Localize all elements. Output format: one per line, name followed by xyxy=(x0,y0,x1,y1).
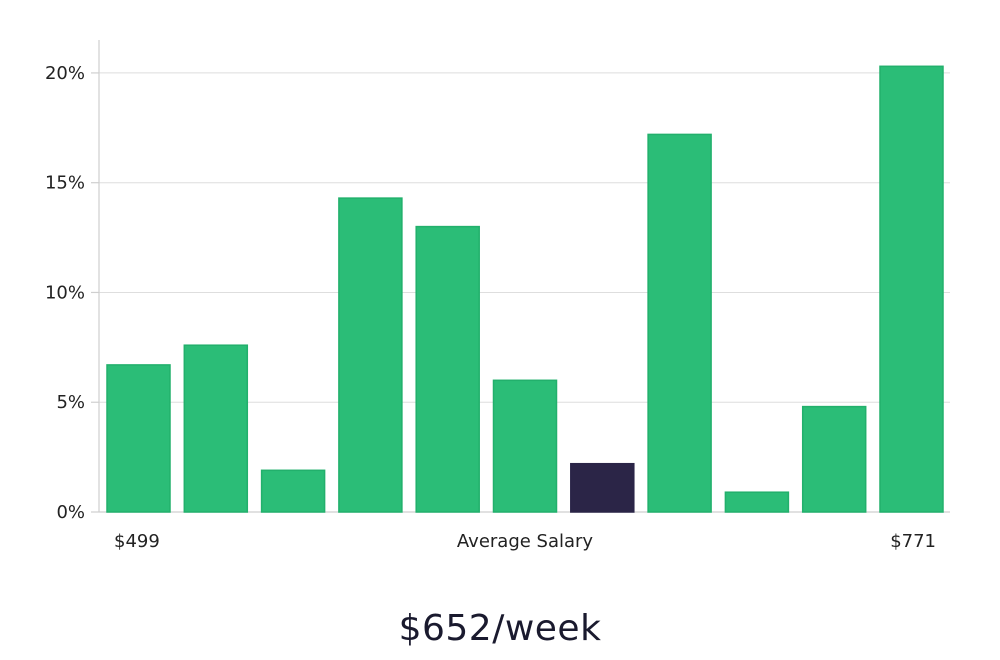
bar xyxy=(492,379,558,513)
bar xyxy=(801,405,867,513)
x-label-max: $771 xyxy=(890,531,936,552)
bar xyxy=(879,65,944,513)
bar xyxy=(415,225,480,513)
bar xyxy=(106,364,171,513)
y-tick-label: 20% xyxy=(45,63,85,84)
bar xyxy=(724,491,790,513)
bar xyxy=(260,469,326,513)
y-tick-label: 10% xyxy=(45,282,85,303)
bar xyxy=(647,133,712,513)
bars xyxy=(106,65,944,513)
x-axis-title: Average Salary xyxy=(457,531,594,552)
salary-distribution-chart: 0% 5% 10% 15% 20% $499 Average Salary $771 xyxy=(45,40,950,552)
x-label-min: $499 xyxy=(114,531,160,552)
bar xyxy=(338,197,403,513)
bar xyxy=(183,344,249,513)
y-tick-label: 0% xyxy=(56,502,85,523)
y-tick-label: 15% xyxy=(45,173,85,194)
y-tick-label: 5% xyxy=(56,392,85,413)
bar-highlighted xyxy=(570,462,635,513)
average-salary-value: $652/week xyxy=(398,608,602,649)
y-axis-ticks: 0% 5% 10% 15% 20% xyxy=(45,63,99,523)
